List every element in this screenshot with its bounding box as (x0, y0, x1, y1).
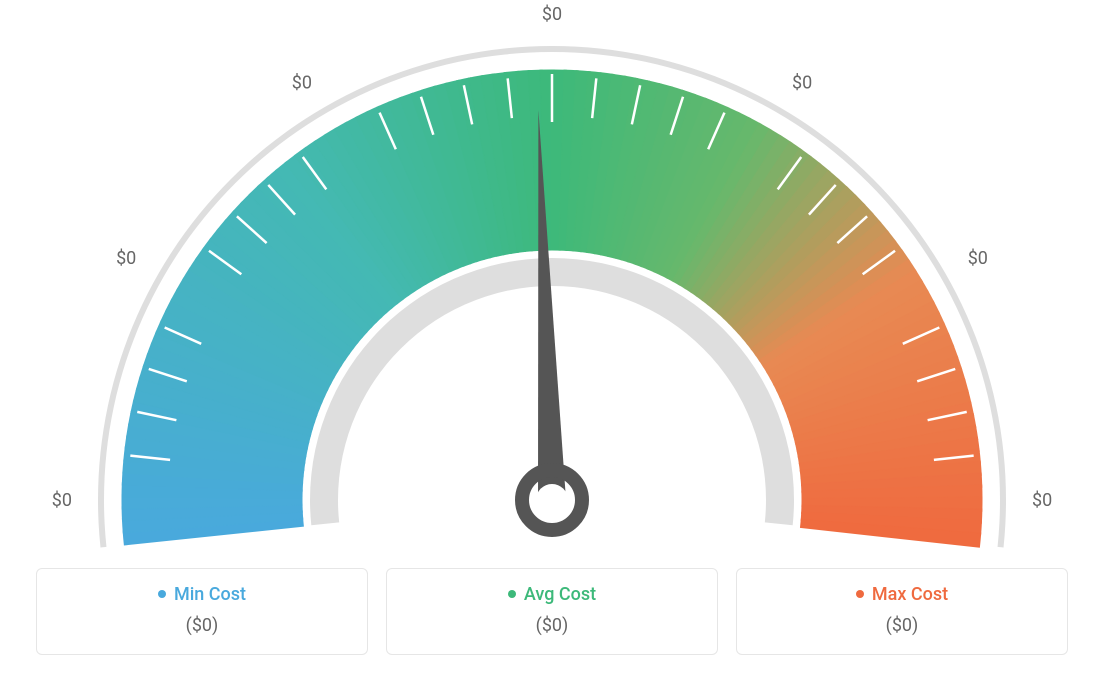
gauge-tick-label: $0 (292, 72, 312, 93)
legend-label-avg: Avg Cost (508, 584, 596, 605)
gauge-tick-label: $0 (792, 72, 812, 93)
legend-value-min: ($0) (47, 615, 357, 636)
legend-value-max: ($0) (747, 615, 1057, 636)
legend-dot-min (158, 590, 166, 598)
legend-label-avg-text: Avg Cost (524, 584, 596, 605)
legend-card-min: Min Cost ($0) (36, 568, 368, 655)
legend-value-avg: ($0) (397, 615, 707, 636)
gauge-svg: $0 $0 $0 $0 $0 $0 $0 (0, 0, 1104, 560)
legend-label-min-text: Min Cost (174, 584, 246, 605)
legend-label-max: Max Cost (856, 584, 948, 605)
gauge-chart: $0 $0 $0 $0 $0 $0 $0 (0, 0, 1104, 560)
legend-card-max: Max Cost ($0) (736, 568, 1068, 655)
legend-label-max-text: Max Cost (872, 584, 948, 605)
gauge-tick-label: $0 (52, 490, 72, 511)
legend-dot-max (856, 590, 864, 598)
legend-dot-avg (508, 590, 516, 598)
legend-label-min: Min Cost (158, 584, 246, 605)
legend-card-avg: Avg Cost ($0) (386, 568, 718, 655)
gauge-tick-label: $0 (116, 248, 136, 269)
gauge-tick-label: $0 (542, 4, 562, 25)
gauge-tick-label: $0 (1032, 490, 1052, 511)
legend-row: Min Cost ($0) Avg Cost ($0) Max Cost ($0… (0, 568, 1104, 655)
gauge-tick-label: $0 (968, 248, 988, 269)
